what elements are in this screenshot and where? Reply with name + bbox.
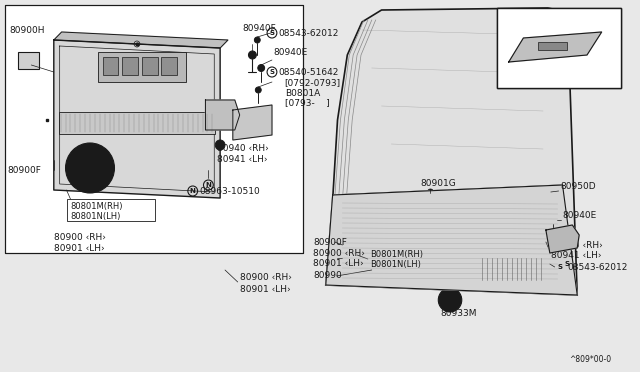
Polygon shape [326,185,577,295]
Circle shape [254,37,260,43]
Text: 80801N(LH): 80801N(LH) [70,212,121,221]
Text: 80901 ‹LH›: 80901 ‹LH› [240,285,291,294]
Bar [357,200,408,235]
Bar [497,8,621,88]
Text: 80940 ‹RH›: 80940 ‹RH› [551,241,602,250]
Circle shape [248,51,256,59]
Circle shape [255,87,261,93]
Circle shape [74,152,106,184]
Text: 80900H: 80900H [10,26,45,35]
Bar [340,198,561,283]
Bar [497,8,621,88]
Text: B0961 ‹LH›: B0961 ‹LH› [507,77,558,87]
Text: B0960 ‹RH›: B0960 ‹RH› [507,68,559,77]
Circle shape [364,239,389,265]
Text: 80900F: 80900F [8,166,42,174]
Text: S: S [269,69,275,75]
Text: 80901G: 80901G [420,179,456,187]
Text: 80900 ‹RH›: 80900 ‹RH› [313,250,365,259]
Circle shape [340,250,345,254]
Polygon shape [54,32,228,48]
Text: [0792-0793]: [0792-0793] [285,78,341,87]
Text: 80990: 80990 [313,272,342,280]
Text: 80933M: 80933M [440,310,477,318]
Text: 80801M(RH): 80801M(RH) [70,202,123,211]
Polygon shape [326,8,577,295]
Circle shape [444,294,456,306]
Bar [67,199,155,221]
Circle shape [65,143,115,193]
Polygon shape [509,32,602,62]
Text: S: S [269,30,275,36]
Circle shape [438,288,462,312]
Circle shape [547,189,554,196]
Bar [474,200,525,235]
Text: 80901 ‹LH›: 80901 ‹LH› [54,244,104,253]
Bar [416,200,467,235]
Text: 80900 ‹RH›: 80900 ‹RH› [54,232,106,241]
Circle shape [215,140,225,150]
Polygon shape [205,100,240,130]
Text: 80941 ‹LH›: 80941 ‹LH› [551,250,602,260]
Text: 80900 ‹RH›: 80900 ‹RH› [240,273,292,282]
Text: ^809*00-0: ^809*00-0 [570,356,611,365]
Circle shape [340,195,345,199]
Bar [103,57,118,75]
Text: 08963-10510: 08963-10510 [200,186,260,196]
Text: 08543-62012: 08543-62012 [279,29,339,38]
Text: B0801N(LH): B0801N(LH) [370,260,420,269]
Bar [59,112,215,134]
Polygon shape [233,105,272,140]
Bar [5,5,303,253]
Circle shape [372,248,381,256]
Circle shape [340,278,345,282]
Bar [479,258,548,280]
Text: 80901 ‹LH›: 80901 ‹LH› [313,260,364,269]
Text: S: S [565,261,570,267]
Text: 80940E: 80940E [273,48,307,57]
Polygon shape [546,225,579,253]
Text: 80900F: 80900F [313,237,347,247]
Text: B0801A: B0801A [285,89,320,97]
Bar [5,5,303,253]
Polygon shape [54,40,220,198]
Text: 80940F: 80940F [243,23,276,32]
Text: 80950D: 80950D [561,182,596,190]
Text: 08543-62012: 08543-62012 [568,263,628,272]
Circle shape [549,216,557,224]
Text: 80940 ‹RH›: 80940 ‹RH› [217,144,269,153]
Circle shape [428,189,433,195]
Bar [142,57,157,75]
Circle shape [355,230,398,274]
Bar [122,57,138,75]
Circle shape [85,163,95,173]
Bar [538,42,568,50]
Text: [0793-    ]: [0793- ] [285,99,330,108]
Text: B0801M(RH): B0801M(RH) [370,250,423,259]
Circle shape [555,278,560,282]
Circle shape [555,195,560,199]
Bar [98,52,186,82]
Bar [18,52,39,69]
Text: [0889-    ]: [0889- ] [502,13,547,22]
Bar [161,57,177,75]
Text: 80940E: 80940E [563,211,596,219]
Text: N: N [205,182,211,188]
Text: 08540-51642: 08540-51642 [279,67,339,77]
Text: N: N [190,188,196,194]
Circle shape [258,64,264,71]
Text: S: S [557,264,562,270]
Text: 80941 ‹LH›: 80941 ‹LH› [217,154,268,164]
